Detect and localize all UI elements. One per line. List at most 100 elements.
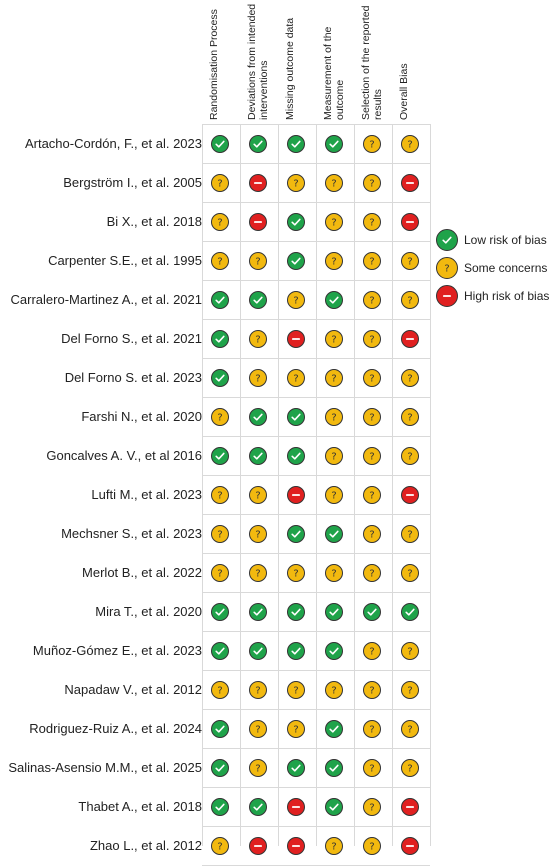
checkmark-icon xyxy=(287,408,305,426)
study-name: Muñoz-Gómez E., et al. 2023 xyxy=(32,643,202,658)
svg-text:?: ? xyxy=(331,218,336,228)
rating-cell xyxy=(392,593,430,631)
svg-text:?: ? xyxy=(407,140,412,150)
svg-text:?: ? xyxy=(331,842,336,852)
svg-text:?: ? xyxy=(331,491,336,501)
minus-icon xyxy=(249,837,267,855)
svg-text:?: ? xyxy=(255,491,260,501)
rating-cell: ? xyxy=(202,671,240,709)
rating-cell xyxy=(316,749,354,787)
question-mark-icon: ? xyxy=(325,408,343,426)
question-mark-icon: ? xyxy=(211,213,229,231)
checkmark-icon xyxy=(211,369,229,387)
svg-text:?: ? xyxy=(369,335,374,345)
svg-text:?: ? xyxy=(255,764,260,774)
rating-cell: ? xyxy=(240,554,278,592)
rating-cell xyxy=(202,632,240,670)
question-mark-icon: ? xyxy=(325,369,343,387)
column-header-label: Overall Bias xyxy=(398,63,410,120)
question-mark-icon: ? xyxy=(436,257,458,279)
study-name: Lufti M., et al. 2023 xyxy=(91,487,202,502)
question-mark-icon: ? xyxy=(249,486,267,504)
question-mark-icon: ? xyxy=(325,486,343,504)
svg-text:?: ? xyxy=(407,725,412,735)
question-mark-icon: ? xyxy=(401,252,419,270)
svg-text:?: ? xyxy=(369,179,374,189)
svg-text:?: ? xyxy=(255,725,260,735)
study-name: Del Forno S., et al. 2021 xyxy=(61,331,202,346)
checkmark-icon xyxy=(325,135,343,153)
minus-icon xyxy=(401,174,419,192)
question-mark-icon: ? xyxy=(363,720,381,738)
svg-text:?: ? xyxy=(255,335,260,345)
question-mark-icon: ? xyxy=(363,252,381,270)
svg-text:?: ? xyxy=(369,842,374,852)
rating-cell xyxy=(240,164,278,202)
checkmark-icon xyxy=(211,759,229,777)
rating-cell: ? xyxy=(278,359,316,397)
rating-cell xyxy=(240,593,278,631)
checkmark-icon xyxy=(249,408,267,426)
rating-cell xyxy=(278,242,316,280)
rating-cell: ? xyxy=(240,749,278,787)
rating-cell xyxy=(278,125,316,163)
study-name: Mechsner S., et al. 2023 xyxy=(61,526,202,541)
checkmark-icon xyxy=(287,447,305,465)
question-mark-icon: ? xyxy=(211,252,229,270)
svg-text:?: ? xyxy=(331,179,336,189)
legend-item-some: ? Some concerns xyxy=(436,254,549,282)
question-mark-icon: ? xyxy=(287,369,305,387)
checkmark-icon xyxy=(325,525,343,543)
rating-cell: ? xyxy=(392,749,430,787)
svg-text:?: ? xyxy=(293,179,298,189)
rating-cell: ? xyxy=(316,398,354,436)
rating-cell: ? xyxy=(354,827,392,865)
rating-cell: ? xyxy=(392,554,430,592)
svg-text:?: ? xyxy=(331,257,336,267)
column-header: Deviations from intended interventions xyxy=(240,0,278,122)
checkmark-icon xyxy=(287,252,305,270)
checkmark-icon xyxy=(211,330,229,348)
checkmark-icon xyxy=(211,447,229,465)
rating-cell: ? xyxy=(202,203,240,241)
svg-text:?: ? xyxy=(369,764,374,774)
svg-text:?: ? xyxy=(293,296,298,306)
rating-cell: ? xyxy=(316,359,354,397)
study-name: Rodriguez-Ruiz A., et al. 2024 xyxy=(29,721,202,736)
svg-text:?: ? xyxy=(369,140,374,150)
minus-icon xyxy=(287,837,305,855)
svg-text:?: ? xyxy=(217,842,222,852)
table-row: ??? xyxy=(202,281,430,320)
minus-icon xyxy=(287,486,305,504)
grid-line xyxy=(316,124,317,846)
rating-cell: ? xyxy=(354,749,392,787)
study-name: Bergström I., et al. 2005 xyxy=(63,175,202,190)
svg-text:?: ? xyxy=(217,530,222,540)
rating-cell xyxy=(278,476,316,514)
checkmark-icon xyxy=(363,603,381,621)
question-mark-icon: ? xyxy=(363,174,381,192)
rating-cell xyxy=(202,749,240,787)
svg-text:?: ? xyxy=(407,647,412,657)
legend-label: Low risk of bias xyxy=(464,233,547,247)
rating-cell xyxy=(278,515,316,553)
column-header-label: Deviations from intended interventions xyxy=(246,3,270,120)
rating-cell: ? xyxy=(202,242,240,280)
svg-text:?: ? xyxy=(293,725,298,735)
study-name: Goncalves A. V., et al 2016 xyxy=(46,448,202,463)
rating-cell xyxy=(392,164,430,202)
svg-text:?: ? xyxy=(369,686,374,696)
question-mark-icon: ? xyxy=(249,759,267,777)
question-mark-icon: ? xyxy=(363,135,381,153)
checkmark-icon xyxy=(287,603,305,621)
column-headers: Randomisation Process Deviations from int… xyxy=(202,0,430,122)
question-mark-icon: ? xyxy=(363,681,381,699)
svg-text:?: ? xyxy=(331,413,336,423)
svg-text:?: ? xyxy=(331,686,336,696)
question-mark-icon: ? xyxy=(249,330,267,348)
svg-text:?: ? xyxy=(444,264,449,274)
checkmark-icon xyxy=(249,135,267,153)
question-mark-icon: ? xyxy=(401,564,419,582)
question-mark-icon: ? xyxy=(211,837,229,855)
rating-cell: ? xyxy=(354,125,392,163)
